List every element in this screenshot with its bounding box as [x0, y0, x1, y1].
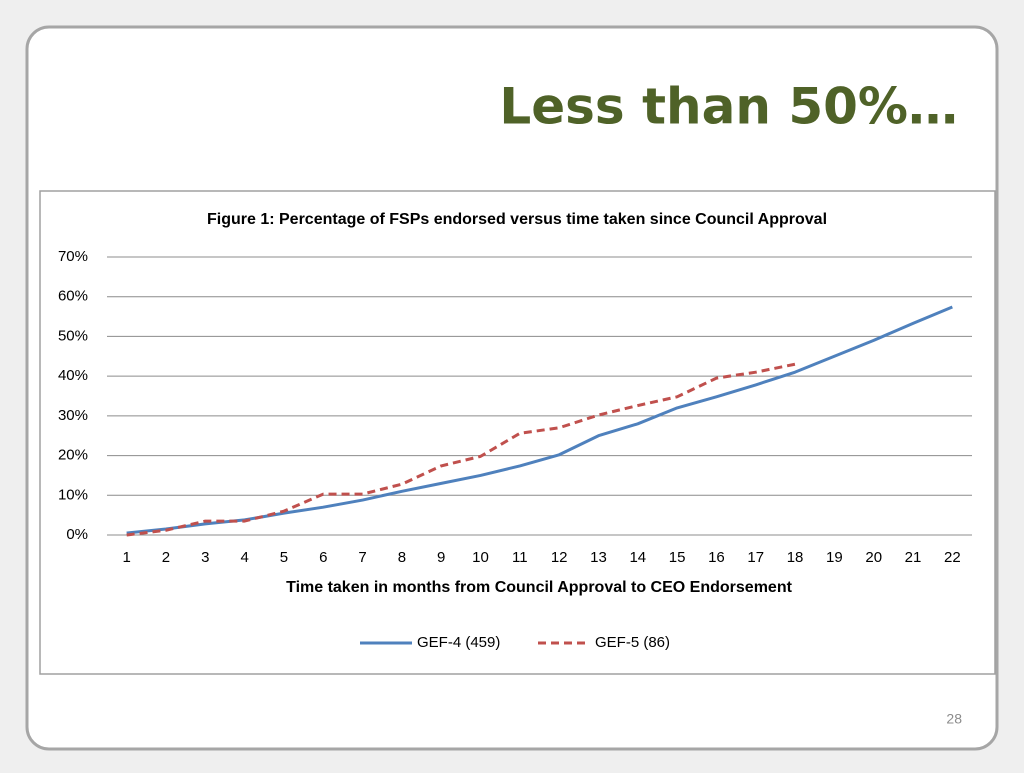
page-number: 28 — [946, 711, 962, 727]
x-tick-label: 13 — [590, 549, 607, 566]
x-tick-label: 21 — [905, 549, 922, 566]
x-tick-label: 11 — [512, 549, 528, 566]
x-tick-label: 15 — [669, 549, 686, 566]
x-tick-label: 8 — [398, 549, 406, 566]
x-tick-label: 17 — [747, 549, 764, 566]
x-tick-label: 19 — [826, 549, 843, 566]
legend-label: GEF-5 (86) — [595, 634, 670, 651]
x-tick-label: 12 — [551, 549, 568, 566]
y-tick-label: 70% — [58, 248, 88, 265]
y-tick-label: 0% — [66, 526, 88, 543]
y-tick-label: 60% — [58, 288, 88, 305]
x-tick-label: 6 — [319, 549, 327, 566]
x-tick-label: 22 — [944, 549, 961, 566]
x-tick-label: 14 — [629, 549, 646, 566]
x-tick-label: 4 — [240, 549, 248, 566]
chart-frame — [39, 190, 996, 675]
y-tick-label: 20% — [58, 447, 88, 464]
x-tick-label: 3 — [201, 549, 209, 566]
slide-title: Less than 50%… — [499, 78, 958, 136]
x-tick-label: 16 — [708, 549, 725, 566]
y-tick-label: 50% — [58, 327, 88, 344]
x-tick-label: 1 — [122, 549, 130, 566]
x-tick-label: 9 — [437, 549, 445, 566]
legend-label: GEF-4 (459) — [417, 634, 500, 651]
x-tick-label: 10 — [472, 549, 489, 566]
x-tick-label: 7 — [358, 549, 366, 566]
x-axis-label: Time taken in months from Council Approv… — [286, 579, 793, 596]
y-tick-label: 40% — [58, 367, 88, 384]
y-tick-label: 10% — [58, 486, 88, 503]
series-line — [126, 305, 953, 535]
y-tick-label: 30% — [58, 407, 88, 424]
x-tick-label: 20 — [865, 549, 882, 566]
chart-title: Figure 1: Percentage of FSPs endorsed ve… — [207, 211, 827, 228]
x-tick-label: 18 — [787, 549, 804, 566]
x-tick-label: 2 — [162, 549, 170, 566]
x-tick-label: 5 — [280, 549, 288, 566]
